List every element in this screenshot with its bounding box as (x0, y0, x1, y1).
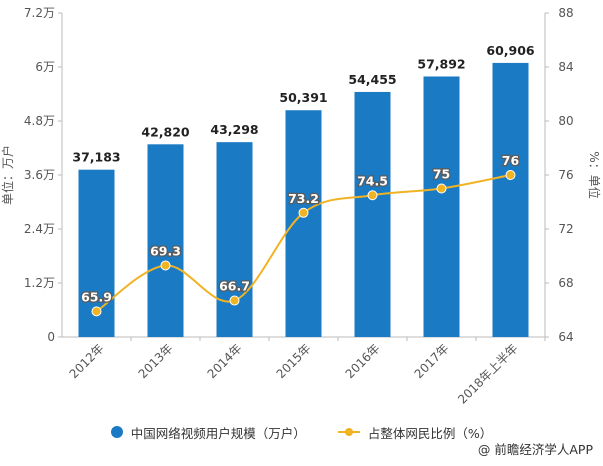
line-point (505, 170, 516, 180)
right-axis-title: %：单位 (587, 151, 602, 198)
line-point (91, 306, 102, 317)
line-series: 65.9 69.3 66.7 73.2 74.5 75 76 (80, 152, 521, 317)
line-point (229, 295, 240, 306)
bar-data-label: 57,892 (417, 56, 465, 71)
line-point (298, 207, 309, 218)
bar (285, 110, 322, 337)
bar (354, 91, 391, 337)
line-point-label: 69.3 (150, 243, 181, 258)
left-axis-tick-label: 0 (47, 330, 55, 344)
line-point-label: 65.9 (81, 289, 112, 304)
right-axis-tick-label: 84 (558, 60, 573, 74)
line-point-label: 75 (433, 167, 450, 182)
bar-data-label: 60,906 (486, 43, 535, 58)
bar-data-label: 43,298 (210, 122, 258, 137)
left-axis-title: 单位：万户 (0, 145, 15, 205)
bar (423, 76, 460, 338)
legend-bar-label: 中国网络视频用户规模（万户） (130, 425, 306, 441)
legend-line-marker (337, 426, 360, 438)
left-axis: 0 1.2万 2.4万 3.6万 4.8万 6万 7.2万 (24, 6, 63, 344)
legend-item-bar[interactable]: 中国网络视频用户规模（万户） (110, 423, 306, 442)
legend-item-line[interactable]: 占整体网民比例（%） (337, 423, 493, 442)
line-point-label: 73.2 (288, 191, 319, 206)
line-point (160, 260, 171, 271)
right-axis-tick-label: 76 (558, 168, 573, 182)
left-axis-tick-label: 4.8万 (24, 114, 55, 128)
right-axis-tick-label: 72 (558, 222, 573, 236)
x-axis-tick-label: 2013年 (136, 341, 176, 381)
legend: 中国网络视频用户规模（万户） 占整体网民比例（%） (0, 420, 603, 444)
x-axis-tick-label: 2018年上半年 (455, 341, 520, 406)
left-axis-tick-label: 6万 (35, 60, 55, 74)
line-point-label: 66.7 (219, 279, 250, 294)
bar-data-label: 50,391 (279, 90, 327, 105)
line-point-label: 74.5 (357, 173, 388, 188)
left-axis-tick-label: 3.6万 (24, 168, 55, 182)
line-point-label: 76 (502, 153, 520, 168)
right-axis-tick-label: 68 (558, 276, 573, 290)
line-point (436, 183, 447, 194)
legend-line-label: 占整体网民比例（%） (367, 425, 493, 441)
left-axis-tick-label: 2.4万 (24, 222, 55, 236)
right-axis-tick-label: 80 (558, 114, 573, 128)
x-axis-tick-label: 2017年 (412, 341, 452, 381)
right-axis-tick-label: 88 (558, 6, 573, 20)
left-axis-tick-label: 1.2万 (24, 276, 55, 290)
bar (492, 62, 529, 337)
left-axis-tick-label: 7.2万 (24, 6, 55, 20)
bar-data-label: 54,455 (348, 72, 396, 87)
x-axis: 2012年 2013年 2014年 2015年 2016年 2017年 2018年上半年 (62, 336, 546, 407)
bar-data-label: 42,820 (141, 124, 190, 139)
legend-bar-marker (110, 426, 123, 438)
watermark-text: @ 前瞻经济学人APP (477, 442, 593, 457)
bar (147, 144, 184, 337)
x-axis-tick-label: 2016年 (343, 341, 383, 381)
right-axis-tick-label: 64 (558, 330, 573, 344)
bar-series: 37,183 42,820 43,298 50,391 54,455 57,892 60,9… (72, 43, 535, 338)
bar (216, 142, 253, 337)
right-axis: 64 68 72 76 80 84 88 (544, 6, 574, 344)
x-axis-tick-label: 2014年 (205, 341, 245, 381)
x-axis-tick-label: 2012年 (67, 341, 107, 381)
x-axis-tick-label: 2015年 (274, 341, 314, 381)
bar-data-label: 37,183 (72, 150, 120, 165)
line-point (367, 190, 378, 201)
watermark: @ 前瞻经济学人APP (478, 439, 593, 458)
combo-chart: 0 1.2万 2.4万 3.6万 4.8万 6万 7.2万 64 68 72 76 80 84 88 2… (0, 6, 602, 407)
